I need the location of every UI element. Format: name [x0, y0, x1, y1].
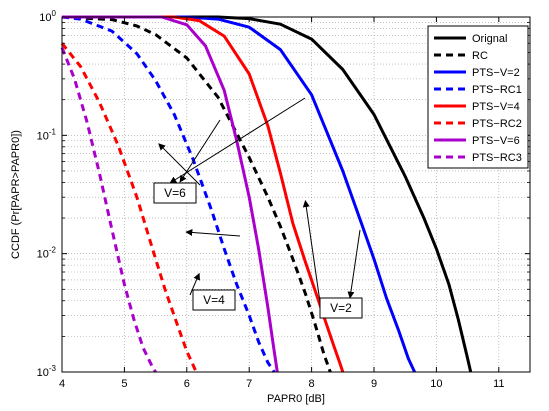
legend-label-6: PTS−RC2 — [472, 118, 522, 130]
annotation-label: V=6 — [164, 186, 186, 200]
series-line-2 — [61, 15, 332, 373]
legend-label-1: Orignal — [472, 33, 507, 45]
x-tick-label: 9 — [371, 378, 377, 390]
series-line-8 — [60, 47, 157, 373]
annotation-box — [192, 289, 236, 311]
series-line-5 — [62, 15, 345, 373]
annotation-label: V=2 — [330, 301, 352, 315]
y-tick-label: 100 — [39, 9, 56, 24]
annotation-arrow-v6c — [169, 97, 306, 184]
y-tick-label: 10-1 — [37, 127, 57, 142]
tick-group: 4 5 6 7 8 9 10 11 100 10-1 10-2 10-3 — [37, 9, 530, 390]
annotation-group: V=6 V=2 V=4 — [153, 97, 363, 319]
x-tick-label: 11 — [493, 378, 504, 390]
grid — [62, 17, 530, 372]
annotation-arrow — [302, 200, 321, 303]
annotation-box — [319, 297, 363, 319]
series-line-6 — [60, 42, 198, 373]
y-tick-label: 10-3 — [37, 364, 57, 379]
x-tick-label: 6 — [184, 378, 190, 390]
legend-label-3: PTS−V=2 — [472, 67, 520, 79]
series-group — [60, 15, 473, 373]
x-tick-label: 10 — [430, 378, 442, 390]
plot-frame — [61, 16, 531, 373]
annotation-arrow — [189, 272, 200, 296]
legend-label-2: RC — [472, 50, 488, 62]
x-tick-label: 5 — [121, 378, 127, 390]
series-line-4 — [61, 15, 276, 373]
x-tick-label: 4 — [59, 378, 65, 390]
y-tick-label: 10-2 — [37, 246, 57, 261]
legend-label-7: PTS−V=6 — [472, 135, 520, 147]
x-axis-label: PAPR0 [dB] — [267, 393, 325, 405]
annotation-arrow-v6b — [179, 119, 221, 183]
legend-label-4: PTS−RC1 — [472, 84, 522, 96]
annotation-arrow-v4b — [185, 228, 241, 237]
annotation-label: V=4 — [203, 293, 225, 307]
y-axis-label: CCDF (Pr[PAPR>PAPR0]) — [10, 130, 22, 259]
series-line-1 — [62, 15, 473, 373]
legend-box — [427, 25, 529, 169]
legend: Orignal RC PTS−V=2 PTS−RC1 PTS−V=4 PTS−RC2 PTS… — [427, 25, 529, 169]
series-line-3 — [62, 15, 416, 373]
x-tick-label: 8 — [309, 378, 315, 390]
annotation-arrow — [158, 143, 201, 186]
legend-label-5: PTS−V=4 — [472, 101, 520, 113]
x-tick-label: 7 — [246, 378, 252, 390]
annotation-arrow-v2b — [347, 229, 361, 299]
legend-label-8: PTS−RC3 — [472, 152, 522, 164]
